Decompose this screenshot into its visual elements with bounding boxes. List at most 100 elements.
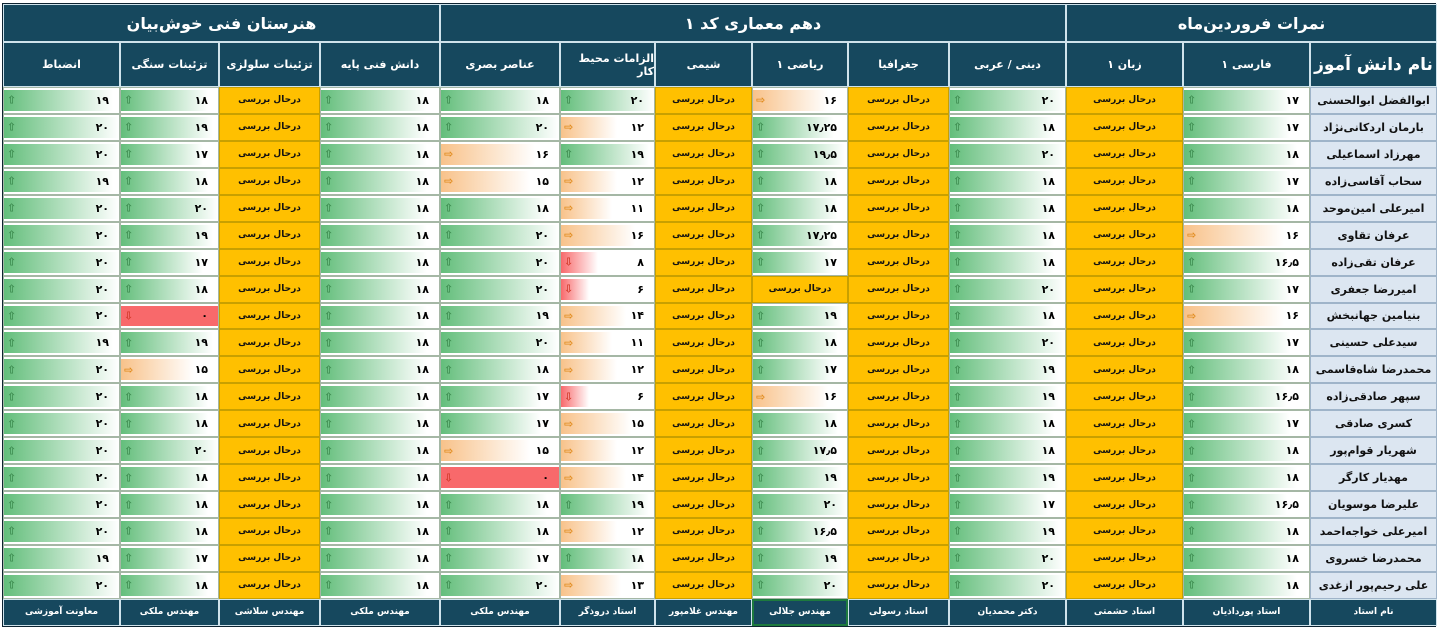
status-cell[interactable]: درحال بررسی (655, 87, 752, 114)
status-cell[interactable]: درحال بررسی (1066, 140, 1183, 168)
column-header-elz[interactable]: الزامات محیط کار (560, 42, 655, 87)
grade-cell[interactable]: ⇧ ۱۸ (320, 248, 440, 276)
grade-cell[interactable]: ⇧ ۱۸ (320, 464, 440, 492)
grade-cell[interactable]: ⇧ ۱۸ (1183, 464, 1310, 492)
grade-cell[interactable]: ⇩ ۰ (440, 464, 560, 492)
grade-cell[interactable]: ⇧ ۲۰ (3, 383, 120, 411)
grade-cell[interactable]: ⇧ ۱۹ (949, 464, 1066, 492)
grade-cell[interactable]: ⇧ ۱۸ (949, 194, 1066, 222)
grade-cell[interactable]: ⇧ ۲۰ (3, 275, 120, 303)
student-name-cell[interactable]: بارمان اردکانی‌نژاد (1310, 113, 1437, 141)
teacher-cell-zab[interactable]: استاد حشمتی (1066, 598, 1183, 626)
grade-cell[interactable]: ⇧ ۱۷ (120, 140, 219, 168)
grade-cell[interactable]: ⇧ ۱۸ (1183, 571, 1310, 599)
status-cell[interactable]: درحال بررسی (655, 437, 752, 465)
grade-cell[interactable]: ⇩ ۰ (120, 302, 219, 330)
status-cell[interactable]: درحال بررسی (752, 275, 848, 303)
student-name-cell[interactable]: سحاب آقاسی‌زاده (1310, 167, 1437, 195)
status-cell[interactable]: درحال بررسی (219, 518, 320, 545)
grade-cell[interactable]: ⇧ ۱۷٫۵ (752, 437, 848, 465)
grade-cell[interactable]: ⇧ ۱۸ (752, 329, 848, 357)
grade-cell[interactable]: ⇧ ۱۶٫۵ (1183, 383, 1310, 411)
status-cell[interactable]: درحال بررسی (1066, 221, 1183, 249)
status-cell[interactable]: درحال بررسی (848, 221, 949, 249)
grade-cell[interactable]: ⇧ ۱۸ (320, 383, 440, 411)
status-cell[interactable]: درحال بررسی (655, 518, 752, 545)
student-name-cell[interactable]: مهرزاد اسماعیلی (1310, 140, 1437, 168)
status-cell[interactable]: درحال بررسی (848, 275, 949, 303)
status-cell[interactable]: درحال بررسی (1066, 437, 1183, 465)
grade-cell[interactable]: ⇨ ۱۶ (1183, 302, 1310, 330)
grade-cell[interactable]: ⇧ ۲۰ (949, 571, 1066, 599)
grade-cell[interactable]: ⇧ ۱۷ (752, 356, 848, 384)
status-cell[interactable]: درحال بررسی (1066, 356, 1183, 384)
student-name-cell[interactable]: محمدرضا شاه‌قاسمی (1310, 356, 1437, 384)
grade-cell[interactable]: ⇧ ۱۷٫۲۵ (752, 113, 848, 141)
status-cell[interactable]: درحال بررسی (1066, 167, 1183, 195)
teacher-cell-sng[interactable]: مهندس ملکی (120, 598, 219, 626)
grade-cell[interactable]: ⇧ ۱۸ (949, 221, 1066, 249)
status-cell[interactable]: درحال بررسی (1066, 194, 1183, 222)
grade-cell[interactable]: ⇧ ۲۰ (3, 248, 120, 276)
teacher-cell-jgh[interactable]: استاد رسولی (848, 598, 949, 626)
column-header-far[interactable]: فارسی ۱ (1183, 42, 1310, 87)
status-cell[interactable]: درحال بررسی (655, 275, 752, 303)
grade-cell[interactable]: ⇧ ۱۸ (949, 113, 1066, 141)
grade-cell[interactable]: ⇧ ۱۶٫۵ (1183, 248, 1310, 276)
student-name-cell[interactable]: مهدیار کارگر (1310, 464, 1437, 492)
grade-cell[interactable]: ⇩ ۶ (560, 275, 655, 303)
grade-cell[interactable]: ⇧ ۱۸ (1183, 140, 1310, 168)
grade-cell[interactable]: ⇧ ۲۰ (3, 464, 120, 492)
grade-cell[interactable]: ⇧ ۲۰ (440, 113, 560, 141)
grade-cell[interactable]: ⇧ ۲۰ (120, 194, 219, 222)
status-cell[interactable]: درحال بررسی (655, 221, 752, 249)
teacher-cell-dfp[interactable]: مهندس ملکی (320, 598, 440, 626)
teacher-cell-elz[interactable]: استاد دروذگر (560, 598, 655, 626)
status-cell[interactable]: درحال بررسی (655, 194, 752, 222)
grade-cell[interactable]: ⇧ ۱۸ (1183, 356, 1310, 384)
grade-cell[interactable]: ⇨ ۱۶ (752, 87, 848, 114)
student-name-cell[interactable]: سپهر صادقی‌زاده (1310, 383, 1437, 411)
status-cell[interactable]: درحال بررسی (848, 383, 949, 411)
status-cell[interactable]: درحال بررسی (219, 302, 320, 330)
grade-cell[interactable]: ⇧ ۱۸ (320, 221, 440, 249)
grade-cell[interactable]: ⇧ ۱۸ (1183, 437, 1310, 465)
grade-cell[interactable]: ⇧ ۱۹ (120, 113, 219, 141)
grade-cell[interactable]: ⇧ ۱۷ (1183, 410, 1310, 438)
status-cell[interactable]: درحال بررسی (1066, 248, 1183, 276)
status-cell[interactable]: درحال بررسی (848, 437, 949, 465)
status-cell[interactable]: درحال بررسی (848, 87, 949, 114)
status-cell[interactable]: درحال بررسی (848, 518, 949, 545)
status-cell[interactable]: درحال بررسی (655, 140, 752, 168)
status-cell[interactable]: درحال بررسی (219, 410, 320, 438)
grade-cell[interactable]: ⇧ ۱۸ (949, 167, 1066, 195)
teacher-cell-far[interactable]: استاد پورداذیان (1183, 598, 1310, 626)
grade-cell[interactable]: ⇨ ۱۶ (752, 383, 848, 411)
grade-cell[interactable]: ⇧ ۱۸ (752, 167, 848, 195)
grade-cell[interactable]: ⇧ ۱۸ (440, 356, 560, 384)
grade-cell[interactable]: ⇨ ۱۲ (560, 437, 655, 465)
grade-cell[interactable]: ⇧ ۱۷ (949, 491, 1066, 518)
grade-cell[interactable]: ⇧ ۱۸ (320, 194, 440, 222)
student-name-cell[interactable]: سیدعلی حسینی (1310, 329, 1437, 357)
status-cell[interactable]: درحال بررسی (848, 356, 949, 384)
grade-cell[interactable]: ⇧ ۲۰ (440, 248, 560, 276)
grade-cell[interactable]: ⇧ ۱۹ (949, 518, 1066, 545)
student-name-cell[interactable]: کسری صادقی (1310, 410, 1437, 438)
grade-cell[interactable]: ⇧ ۱۸ (320, 140, 440, 168)
grade-cell[interactable]: ⇧ ۱۸ (440, 491, 560, 518)
teacher-cell-enz[interactable]: معاونت آموزشی (3, 598, 120, 626)
column-header-dfp[interactable]: دانش فنی پایه (320, 42, 440, 87)
status-cell[interactable]: درحال بررسی (848, 329, 949, 357)
grade-cell[interactable]: ⇧ ۱۸ (440, 518, 560, 545)
grade-cell[interactable]: ⇧ ۱۸ (320, 356, 440, 384)
teacher-cell-ans[interactable]: مهندس ملکی (440, 598, 560, 626)
teacher-name-header[interactable]: نام استاد (1310, 598, 1437, 626)
status-cell[interactable]: درحال بررسی (219, 383, 320, 411)
status-cell[interactable]: درحال بررسی (1066, 464, 1183, 492)
status-cell[interactable]: درحال بررسی (848, 167, 949, 195)
grade-cell[interactable]: ⇧ ۱۸ (320, 167, 440, 195)
grade-cell[interactable]: ⇧ ۱۷ (440, 383, 560, 411)
column-header-slz[interactable]: تزئینات سلولزی (219, 42, 320, 87)
grade-cell[interactable]: ⇧ ۱۷ (1183, 275, 1310, 303)
